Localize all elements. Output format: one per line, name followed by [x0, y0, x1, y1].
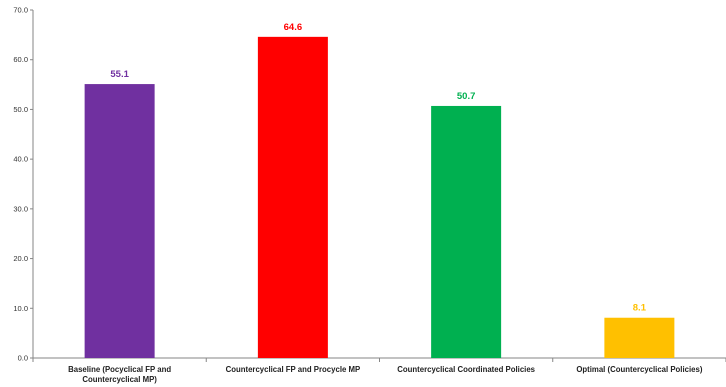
x-category-label-line: Countercyclical FP and Procycle MP	[226, 365, 361, 374]
x-axis: Baseline (Pocyclical FP and Countercyclic…	[32, 357, 726, 384]
x-category-label: Optimal (Countercyclical Policies)	[576, 365, 702, 374]
bar-value-label: 50.7	[457, 91, 476, 102]
bar	[257, 36, 328, 359]
x-category-label: Baseline (Pocyclical FP and Countercyclic…	[68, 365, 171, 384]
x-category-label-line: Optimal (Countercyclical Policies)	[576, 365, 702, 374]
y-tick-label: 40.0	[13, 155, 28, 164]
bar-value-label: 64.6	[284, 22, 303, 33]
y-tick-label: 30.0	[13, 204, 28, 213]
y-tick-label: 0.0	[18, 354, 28, 363]
bar	[431, 105, 502, 358]
bar-value-label: 8.1	[633, 303, 647, 314]
y-tick-label: 60.0	[13, 55, 28, 64]
x-category-label-line: Baseline (Pocyclical FP and	[68, 365, 171, 374]
y-tick-label: 10.0	[13, 304, 28, 313]
bar-value-label: 55.1	[110, 69, 129, 80]
bar	[604, 317, 675, 358]
bars	[84, 36, 675, 359]
y-tick-label: 70.0	[13, 6, 28, 15]
y-tick-label: 50.0	[13, 105, 28, 114]
data-labels: 55.1 64.6 50.7 8.1	[110, 22, 646, 314]
x-category-label: Countercyclical FP and Procycle MP	[226, 365, 361, 374]
y-tick-label: 20.0	[13, 254, 28, 263]
y-axis: 0.0 10.0 20.0 30.0 40.0 50.0 60.0 70.0	[13, 6, 34, 363]
bar	[84, 84, 155, 359]
x-category-label-line: Countercyclical Coordinated Policies	[397, 365, 535, 374]
x-category-label: Countercyclical Coordinated Policies	[397, 365, 535, 374]
x-category-label-line: Countercyclical MP)	[82, 375, 157, 384]
